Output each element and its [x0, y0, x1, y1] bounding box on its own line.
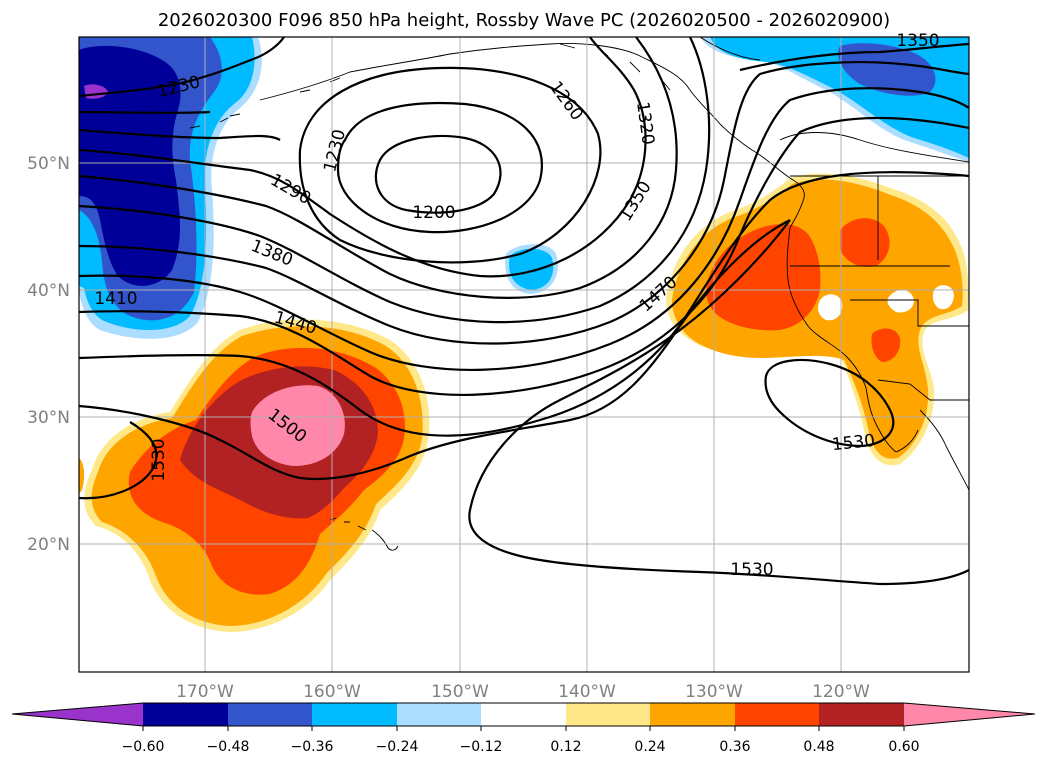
colorbar-bin-4 [397, 703, 481, 726]
contour-label-1410: 1410 [94, 289, 137, 309]
lon-label-130w: 130°W [685, 682, 743, 702]
height-contours [79, 37, 969, 586]
colorbar-tick-marks [142, 726, 905, 731]
longitude-labels: 170°W 160°W 150°W 140°W 130°W 120°W [176, 682, 870, 702]
lon-label-170w: 170°W [176, 682, 234, 702]
colorbar-tick-labels: −0.60 −0.48 −0.36 −0.24 −0.12 0.12 0.24 … [122, 739, 920, 755]
anomaly-ne-mid [838, 43, 936, 96]
lon-label-150w: 150°W [431, 682, 489, 702]
map-frame [78, 36, 970, 673]
anomaly-wc-white-1 [887, 289, 914, 313]
colorbar: −0.60 −0.48 −0.36 −0.24 −0.12 0.12 0.24 … [11, 702, 1036, 755]
colorbar-label: 0.12 [550, 739, 581, 755]
coastlines [189, 37, 969, 551]
contour-1350 [79, 37, 711, 324]
contour-label-1200: 1200 [412, 203, 455, 223]
anomaly-wc-red-inland [840, 218, 890, 268]
gridlines [79, 37, 969, 672]
colorbar-bin-1 [143, 703, 228, 726]
coast-west-us [786, 227, 897, 453]
contour-1320 [79, 37, 678, 299]
contour-1290-west [79, 110, 281, 141]
contour-label-1530b: 1530 [831, 431, 876, 455]
colorbar-label: −0.60 [122, 739, 165, 755]
colorbar-label: −0.24 [376, 739, 419, 755]
anomaly-cp-west-spot [79, 458, 85, 494]
colorbar-bin-6 [566, 703, 650, 726]
contour-1350-ne [739, 42, 969, 72]
colorbar-bin-5 [481, 703, 566, 726]
map-area: 1230 1230 1260 1320 1350 1350 1290 1200 … [78, 31, 970, 673]
lat-label-40n: 40°N [27, 281, 70, 301]
anomaly-nw-dark [79, 45, 181, 286]
map-title: 2026020300 F096 850 hPa height, Rossby W… [158, 10, 890, 31]
colorbar-label: −0.48 [207, 739, 250, 755]
contour-1500 [79, 219, 791, 481]
anomaly-wc-white-2 [818, 294, 843, 321]
colorbar-bin-7 [650, 703, 735, 726]
coast-canada-interior [699, 37, 969, 163]
contour-1470 [79, 171, 969, 437]
lon-label-140w: 140°W [558, 682, 616, 702]
colorbar-label: 0.60 [888, 739, 919, 755]
contour-1230-west [79, 37, 285, 98]
colorbar-bin-2 [228, 703, 312, 726]
colorbar-label: −0.36 [291, 739, 334, 755]
contour-1380 [79, 61, 969, 345]
anomaly-cp-pink [250, 385, 345, 466]
coast-bc [789, 177, 805, 229]
anomaly-wc-red [706, 224, 821, 331]
coast-hawaii [329, 517, 399, 551]
colorbar-extend-low [12, 703, 143, 726]
contour-1230-inner [336, 101, 543, 234]
anomaly-blue-spot [508, 248, 554, 290]
us-borders [790, 175, 969, 401]
colorbar-bin-3 [312, 703, 397, 726]
contour-1290 [79, 37, 647, 278]
colorbar-bin-8 [735, 703, 819, 726]
lat-label-30n: 30°N [27, 408, 70, 428]
contour-label-1350b: 1350 [896, 31, 939, 51]
colorbar-bin-9 [819, 703, 904, 726]
contour-1260 [298, 66, 602, 264]
colorbar-label: −0.12 [460, 739, 503, 755]
anomaly-wc-red-south [871, 328, 901, 362]
lat-label-50n: 50°N [27, 154, 70, 174]
contour-1200 [374, 134, 502, 214]
colorbar-label: 0.48 [803, 739, 834, 755]
contour-1410 [79, 87, 969, 371]
coast-baja-mexico [895, 409, 969, 491]
lon-label-120w: 120°W [812, 682, 870, 702]
lon-label-160w: 160°W [303, 682, 361, 702]
contour-1530-east [468, 219, 969, 586]
colorbar-extend-high [904, 703, 1035, 726]
colorbar-label: 0.24 [634, 739, 665, 755]
anomaly-wc-white-3 [932, 285, 954, 310]
contour-label-1530c: 1530 [730, 560, 773, 580]
coast-alaska [259, 43, 791, 179]
contour-label-1530a: 1530 [149, 438, 169, 481]
lat-label-20n: 20°N [27, 535, 70, 555]
latitude-labels: 50°N 40°N 30°N 20°N [27, 154, 70, 555]
contour-1440 [79, 116, 969, 396]
contour-1530-loop [764, 358, 895, 448]
colorbar-label: 0.36 [719, 739, 750, 755]
contour-1530-west [79, 421, 158, 500]
